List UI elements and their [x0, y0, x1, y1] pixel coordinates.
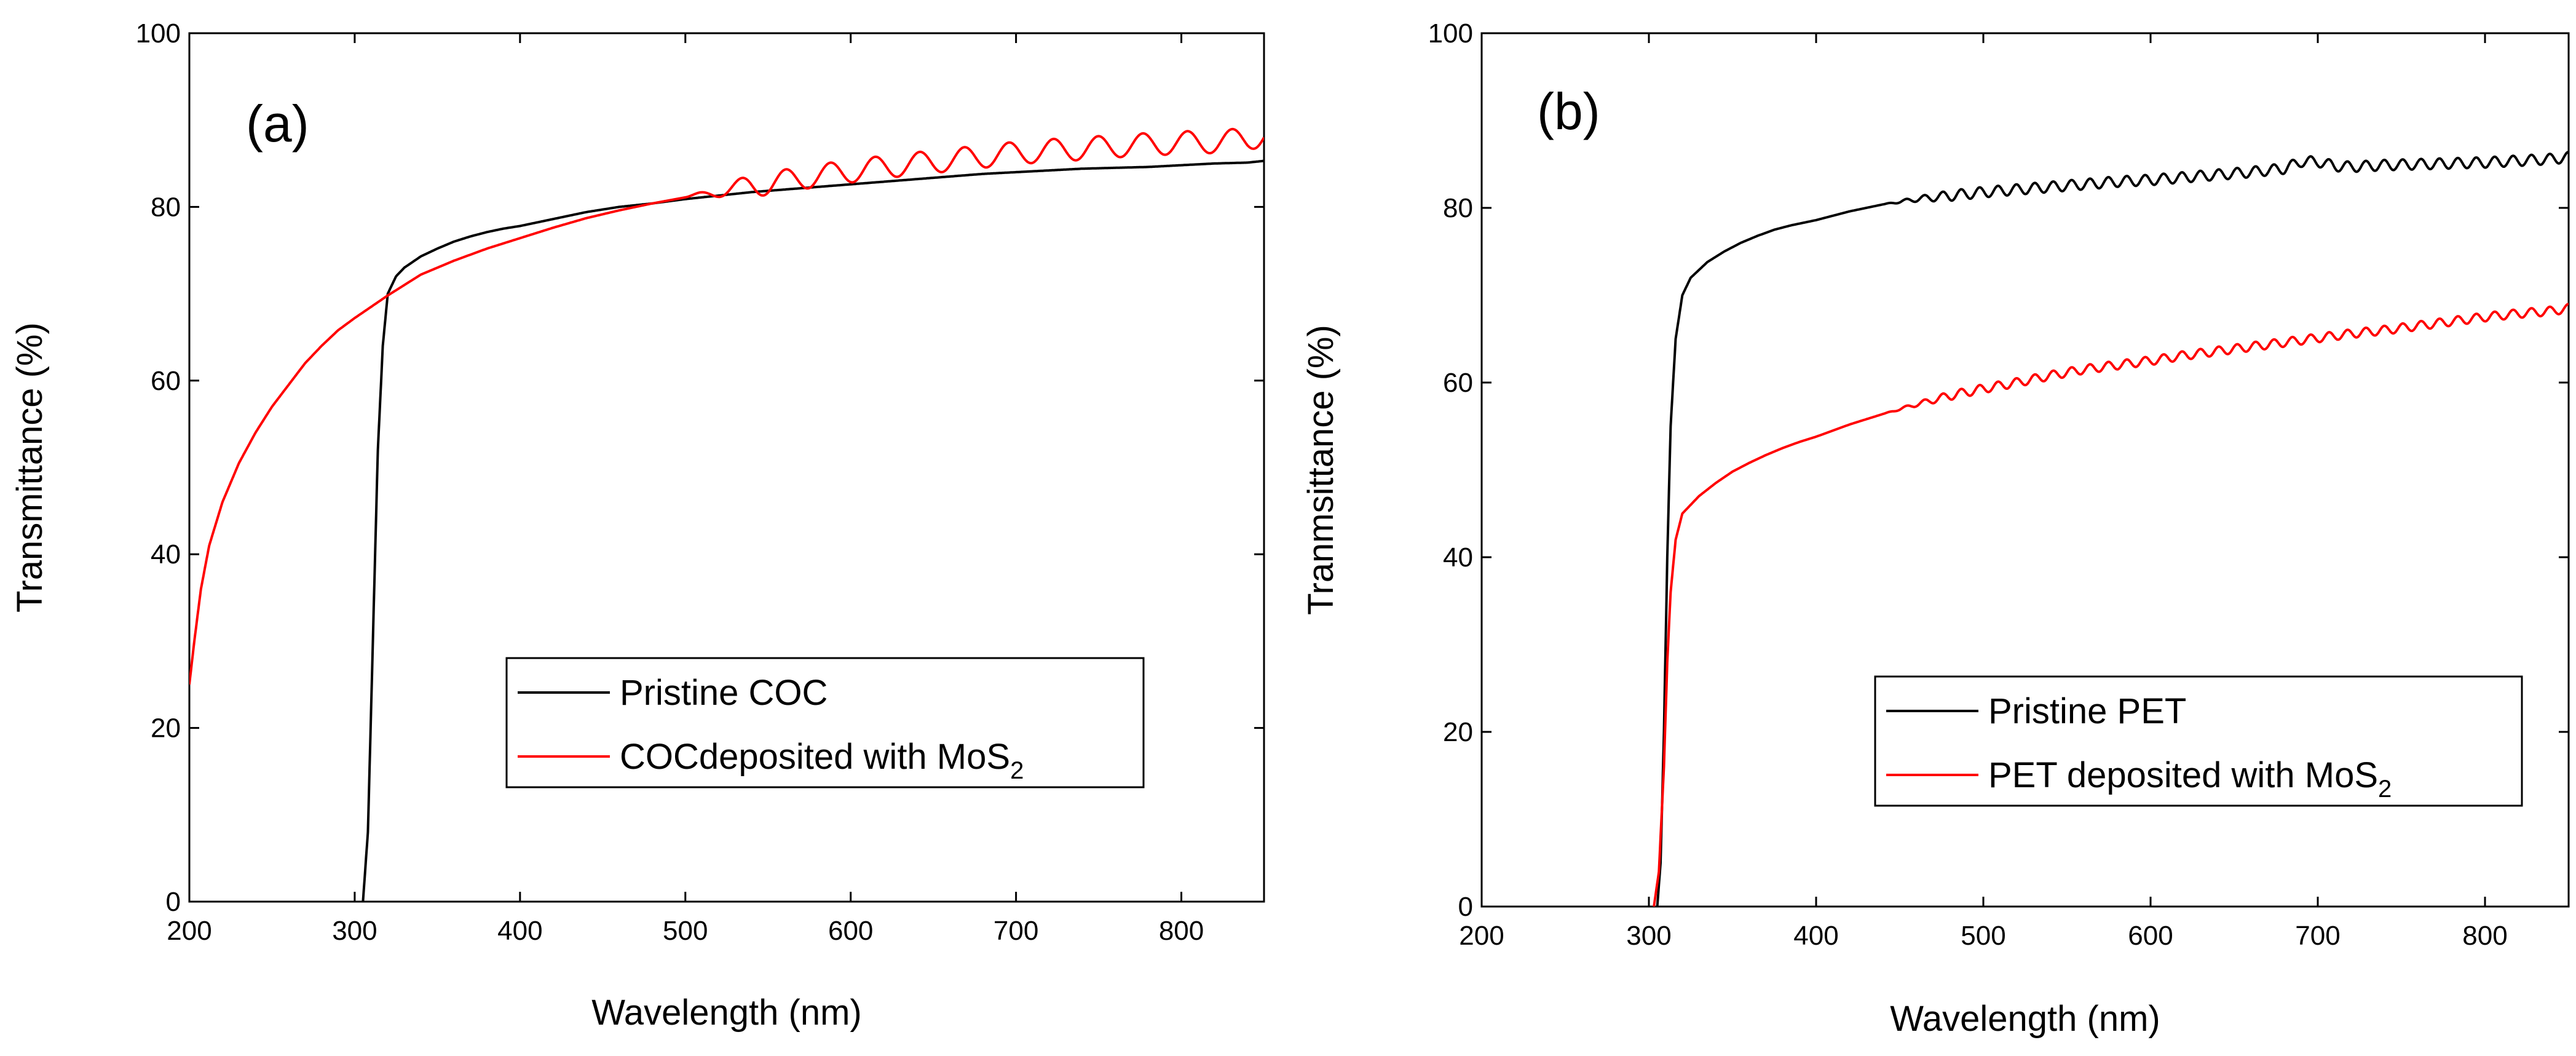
legend-box: [505, 657, 1145, 788]
x-tick-label: 800: [2462, 921, 2507, 951]
series-line-1: [1653, 303, 2569, 907]
series-line-0: [1656, 151, 2569, 907]
y-tick-label: 60: [1443, 368, 1473, 398]
x-axis-label: Wavelength (nm): [591, 993, 861, 1033]
y-tick-label: 20: [151, 713, 181, 744]
legend-label: COCdeposited with MoS2: [620, 737, 1024, 784]
x-tick-label: 600: [828, 916, 873, 946]
legend-label: Pristine PET: [1988, 691, 2186, 731]
y-tick-label: 60: [151, 366, 181, 396]
y-axis-label: Tranmsittance (%): [1301, 325, 1341, 615]
y-tick-label: 80: [151, 192, 181, 222]
legend: Pristine PET PET deposited with MoS2: [1874, 675, 2523, 807]
x-tick-label: 500: [1961, 921, 2005, 951]
x-tick-label: 300: [1626, 921, 1671, 951]
y-tick-label: 40: [151, 539, 181, 570]
y-tick-label: 0: [166, 887, 181, 917]
x-tick-label: 400: [497, 916, 542, 946]
legend-label-subscript: 2: [1010, 757, 1024, 784]
x-tick-label: 500: [663, 916, 708, 946]
legend-label-subscript: 2: [2378, 776, 2392, 803]
y-tick-label: 100: [136, 18, 181, 49]
chart-panel-a: 200 300 400 500 600 700 800 0 20 40 60 80 100 Wavelen…: [10, 18, 1265, 1033]
legend: Pristine COC COCdeposited with MoS2: [505, 657, 1145, 788]
x-axis-label: Wavelength (nm): [1890, 999, 2160, 1039]
plot-frame: [188, 32, 1265, 903]
plot-frame: [1480, 32, 2570, 908]
x-tick-label: 800: [1159, 916, 1204, 946]
y-tick-label: 40: [1443, 542, 1473, 573]
legend-label: Pristine COC: [620, 673, 828, 713]
x-tick-label: 700: [2295, 921, 2340, 951]
y-tick-label: 100: [1428, 18, 1473, 49]
y-tick-label: 0: [1458, 892, 1473, 922]
series-line-1: [189, 127, 1264, 685]
x-tick-label: 200: [1459, 921, 1504, 951]
panel-label: (a): [246, 95, 309, 153]
y-axis-label: Transmittance (%): [10, 322, 50, 613]
chart-panel-b: 200 300 400 500 600 700 800 0 20 40 60 80 100 Wavelen…: [1301, 18, 2570, 1039]
x-tick-label: 600: [2128, 921, 2173, 951]
panel-label: (b): [1537, 82, 1600, 140]
series-line-0: [362, 159, 1264, 902]
y-tick-label: 20: [1443, 717, 1473, 747]
x-tick-label: 400: [1793, 921, 1838, 951]
legend-box: [1874, 675, 2523, 807]
x-tick-label: 700: [994, 916, 1038, 946]
x-tick-label: 300: [332, 916, 377, 946]
legend-label: PET deposited with MoS2: [1988, 755, 2392, 803]
y-tick-label: 80: [1443, 193, 1473, 223]
x-tick-label: 200: [167, 916, 211, 946]
